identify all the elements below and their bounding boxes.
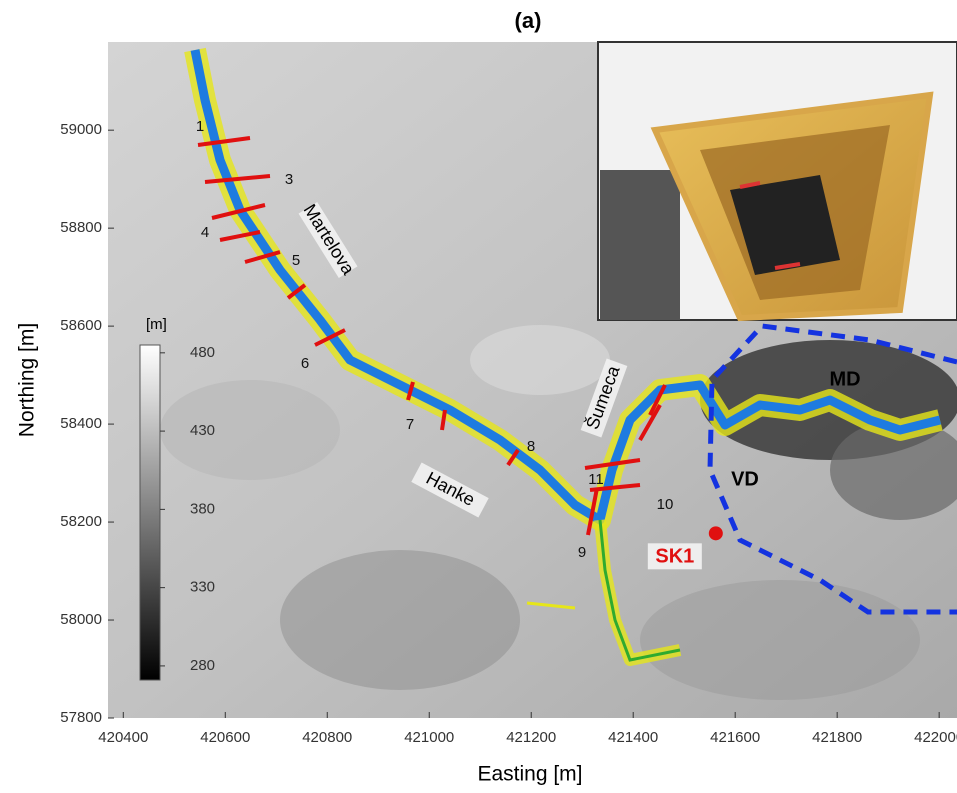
colorbar-tick-label: 430 xyxy=(190,422,215,439)
y-tick-label: 58800 xyxy=(60,219,102,236)
x-tick-label: 421000 xyxy=(404,729,454,746)
x-tick-label: 421800 xyxy=(812,729,862,746)
cross-section-label: 9 xyxy=(578,544,586,561)
place-label-bg xyxy=(298,201,358,279)
colorbar xyxy=(139,344,161,681)
y-tick-label: 58400 xyxy=(60,415,102,432)
x-tick-label: 422000 xyxy=(914,729,957,746)
x-tick-label: 421400 xyxy=(608,729,658,746)
y-tick-label: 57800 xyxy=(60,709,102,726)
title: (a) xyxy=(515,8,542,33)
place-label: VD xyxy=(731,468,759,490)
x-tick-label: 420600 xyxy=(200,729,250,746)
y-tick-label: 58200 xyxy=(60,513,102,530)
station-point xyxy=(708,526,723,541)
y-tick-label: 59000 xyxy=(60,121,102,138)
x-axis-label: Easting [m] xyxy=(477,763,582,786)
cross-section-label: 7 xyxy=(406,416,414,433)
colorbar-label: [m] xyxy=(146,316,167,333)
cross-section-label: 10 xyxy=(657,496,674,513)
station-label-bg xyxy=(647,543,702,570)
station-label: SK1 xyxy=(655,546,694,568)
cross-section-label: 11 xyxy=(588,471,604,488)
y-axis-label: Northing [m] xyxy=(16,323,39,437)
x-tick-label: 420400 xyxy=(98,729,148,746)
y-tick-label: 58000 xyxy=(60,611,102,628)
colorbar-tick-label: 280 xyxy=(190,657,215,674)
cross-section-label: 4 xyxy=(201,224,209,241)
place-label: MD xyxy=(829,368,860,390)
place-label-bg xyxy=(580,358,628,438)
x-tick-label: 421600 xyxy=(710,729,760,746)
x-tick-label: 421200 xyxy=(506,729,556,746)
place-label-bg xyxy=(411,462,489,518)
colorbar-tick-label: 480 xyxy=(190,344,215,361)
cross-section-label: 1 xyxy=(196,118,204,135)
y-tick-label: 58600 xyxy=(60,317,102,334)
x-tick-label: 420800 xyxy=(302,729,352,746)
colorbar-tick-label: 380 xyxy=(190,500,215,517)
colorbar-tick-label: 330 xyxy=(190,579,215,596)
cross-section-label: 8 xyxy=(527,438,535,455)
cross-section-label: 6 xyxy=(301,355,309,372)
inset-photo xyxy=(597,41,957,322)
cross-section-label: 3 xyxy=(285,171,293,188)
cross-section-label: 5 xyxy=(292,252,300,269)
